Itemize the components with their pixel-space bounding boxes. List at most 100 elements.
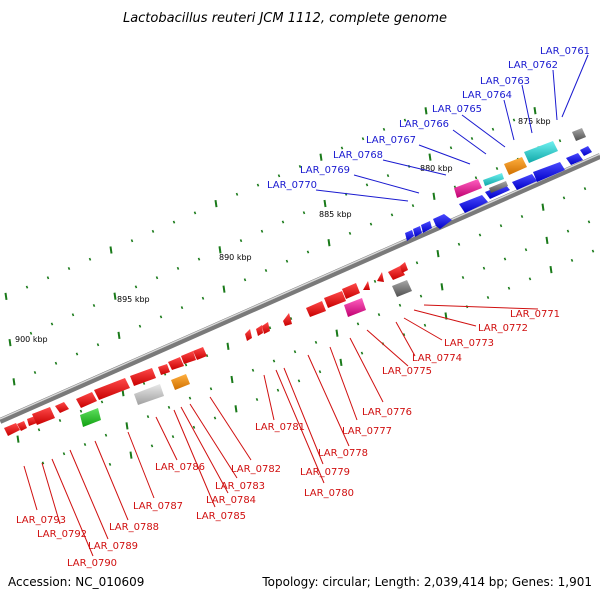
tick-mark bbox=[520, 214, 524, 219]
tick-mark bbox=[377, 313, 381, 317]
gene-arrow bbox=[512, 174, 537, 190]
leader-line bbox=[94, 440, 129, 521]
tick-mark bbox=[201, 296, 205, 300]
tick-mark bbox=[369, 222, 373, 226]
leader-line bbox=[189, 403, 238, 479]
gene-arrow bbox=[572, 128, 586, 141]
tick-mark bbox=[264, 268, 268, 273]
gene-label: LAR_0782 bbox=[231, 464, 281, 475]
gene-label: LAR_0783 bbox=[215, 481, 265, 492]
genome-backbone bbox=[0, 153, 600, 424]
gene-label: LAR_0784 bbox=[206, 495, 256, 506]
tick-mark bbox=[319, 153, 323, 161]
tick-mark bbox=[403, 118, 407, 122]
tick-mark bbox=[323, 199, 327, 208]
tick-mark bbox=[41, 461, 45, 465]
top-gene-labels: LAR_0761 LAR_0762 LAR_0763 LAR_0764 LAR_… bbox=[267, 46, 590, 191]
tick-mark bbox=[486, 295, 490, 300]
tick-mark bbox=[461, 275, 465, 280]
topology-text: Topology: circular; Length: 2,039,414 bp… bbox=[261, 575, 592, 589]
tick-mark bbox=[159, 315, 163, 319]
gene-arrow bbox=[392, 280, 412, 297]
leader-line bbox=[403, 317, 443, 341]
gene-arrow bbox=[363, 281, 370, 290]
tick-mark bbox=[138, 324, 142, 328]
tick-mark bbox=[155, 276, 159, 280]
tick-mark bbox=[113, 292, 117, 300]
tick-mark bbox=[197, 257, 201, 261]
tick-mark bbox=[339, 358, 343, 367]
tick-mark bbox=[67, 266, 71, 271]
tick-mark bbox=[255, 397, 259, 402]
gene-arrow bbox=[94, 378, 130, 400]
tick-mark bbox=[335, 329, 339, 337]
tick-mark bbox=[528, 277, 532, 281]
gene-label: LAR_0763 bbox=[480, 76, 530, 87]
tick-mark bbox=[356, 322, 360, 326]
tick-mark bbox=[503, 257, 507, 261]
leader-line bbox=[353, 174, 420, 194]
tick-mark bbox=[37, 428, 41, 432]
tick-mark bbox=[386, 174, 390, 178]
tick-mark bbox=[436, 249, 440, 258]
gene-arrow bbox=[388, 266, 405, 280]
leader-line bbox=[452, 129, 487, 155]
gene-arrow bbox=[4, 423, 20, 436]
leader-line bbox=[503, 99, 515, 141]
tick-mark bbox=[192, 425, 196, 429]
tick-mark bbox=[524, 248, 528, 252]
tick-mark bbox=[411, 204, 415, 208]
gene-label: LAR_0765 bbox=[432, 104, 482, 115]
gene-arrow bbox=[504, 157, 527, 175]
leader-line bbox=[155, 416, 178, 461]
tick-mark bbox=[541, 203, 545, 211]
tick-mark bbox=[415, 261, 419, 265]
tick-mark bbox=[58, 418, 62, 423]
tick-mark bbox=[184, 363, 188, 367]
tick-mark bbox=[205, 354, 209, 358]
leader-line bbox=[180, 406, 229, 494]
gene-arrow bbox=[324, 291, 346, 308]
tick-mark bbox=[419, 294, 423, 298]
gene-label: LAR_0775 bbox=[382, 366, 432, 377]
tick-mark bbox=[239, 239, 243, 243]
tick-mark bbox=[33, 370, 37, 375]
kbp-label: 880 kbp bbox=[420, 164, 453, 173]
tick-mark bbox=[562, 196, 566, 200]
tick-mark bbox=[213, 416, 217, 420]
tick-mark bbox=[125, 422, 129, 430]
tick-mark bbox=[193, 211, 197, 215]
leader-line bbox=[23, 465, 38, 511]
tick-mark bbox=[327, 239, 331, 247]
gene-label: LAR_0789 bbox=[88, 541, 138, 552]
tick-mark bbox=[109, 246, 113, 254]
gene-arrow bbox=[262, 322, 270, 334]
tick-mark bbox=[83, 442, 87, 447]
gene-label: LAR_0769 bbox=[300, 165, 350, 176]
tick-mark bbox=[373, 279, 377, 283]
tick-mark bbox=[71, 313, 75, 317]
tick-mark bbox=[96, 343, 100, 347]
gene-label: LAR_0787 bbox=[133, 501, 183, 512]
tick-mark bbox=[54, 361, 58, 365]
tick-mark bbox=[361, 137, 365, 141]
gene-arrow bbox=[130, 368, 156, 386]
gene-label: LAR_0768 bbox=[333, 150, 383, 161]
leader-line bbox=[209, 396, 252, 461]
leader-line bbox=[413, 309, 477, 327]
gene-arrow bbox=[245, 329, 252, 341]
tick-mark bbox=[251, 368, 255, 372]
gene-arrow bbox=[433, 214, 452, 229]
gene-arrow bbox=[483, 173, 504, 186]
tick-mark bbox=[348, 231, 352, 235]
gene-arrow bbox=[342, 283, 360, 299]
gene-label: LAR_0776 bbox=[362, 407, 412, 418]
gene-label: LAR_0771 bbox=[510, 309, 560, 320]
tick-mark bbox=[277, 174, 281, 178]
tick-mark bbox=[218, 246, 222, 254]
tick-mark bbox=[289, 316, 293, 321]
tick-mark bbox=[566, 229, 570, 233]
gene-arrow bbox=[17, 421, 27, 431]
tick-mark bbox=[587, 220, 591, 224]
tick-mark bbox=[230, 375, 234, 384]
